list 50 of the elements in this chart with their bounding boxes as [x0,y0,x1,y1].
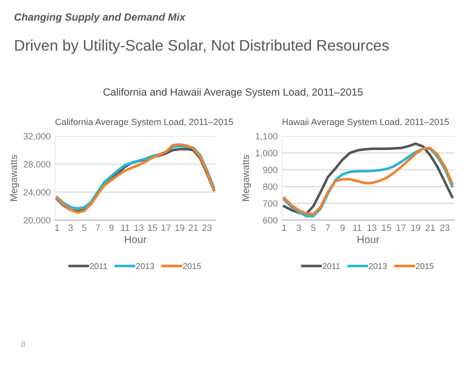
x-axis-title: Hour [124,236,146,244]
x-tick-label: 19 [175,224,184,231]
y-axis-title: Megawatts [10,154,20,201]
y-tick-label: 20,000 [24,217,50,225]
x-tick-label: 9 [109,224,114,231]
x-tick-label: 21 [426,224,435,231]
x-tick-label: 11 [121,224,130,231]
y-axis-title: Megawatts [242,154,252,201]
x-tick-label: 17 [162,224,171,231]
text: California and Hawaii Average System Load, 2011–2015 [103,88,363,98]
text: Changing Supply and Demand Mix [14,13,186,23]
legend-label: 2015 [183,263,201,270]
x-tick-label: 19 [411,224,420,231]
text: 8 [21,341,26,347]
x-tick-label: 13 [367,224,376,231]
x-axis-title: Hour [358,236,380,244]
x-tick-label: 5 [82,224,86,231]
legend-label: 2013 [136,263,154,270]
x-tick-label: 17 [396,224,406,231]
x-tick-label: 5 [311,224,316,231]
y-tick-label: 900 [263,166,278,174]
y-tick-label: 1,100 [256,133,278,141]
y-tick-label: 28,000 [24,161,50,169]
legend-label: 2013 [368,263,387,270]
y-tick-label: 1,000 [256,150,278,158]
x-tick-label: 11 [353,224,362,231]
y-tick-label: 32,000 [24,133,50,141]
x-tick-label: 1 [55,224,60,231]
legend-label: 2011 [90,263,108,270]
y-tick-label: 700 [263,200,278,207]
x-tick-label: 13 [134,224,144,231]
y-tick-label: 600 [263,217,278,224]
x-tick-label: 3 [296,224,301,231]
y-tick-label: 24,000 [24,189,50,197]
chart-title: Hawaii Average System Load, 2011–2015 [282,118,449,127]
x-tick-label: 15 [382,224,392,231]
x-tick-label: 21 [188,224,198,231]
legend-label: 2015 [416,263,434,270]
x-tick-label: 15 [148,224,158,231]
x-tick-label: 9 [340,224,345,231]
legend-label: 2011 [322,263,340,270]
y-tick-label: 800 [263,183,278,190]
x-tick-label: 23 [440,224,450,231]
x-tick-label: 7 [96,224,100,231]
x-tick-label: 3 [68,224,73,231]
text: Driven by Utility-Scale Solar, Not Distributed Resources [15,40,389,54]
x-tick-label: 7 [326,224,330,231]
x-tick-label: 23 [202,224,212,231]
chart-title: California Average System Load, 2011–2015 [55,118,233,127]
x-tick-label: 1 [282,224,286,231]
